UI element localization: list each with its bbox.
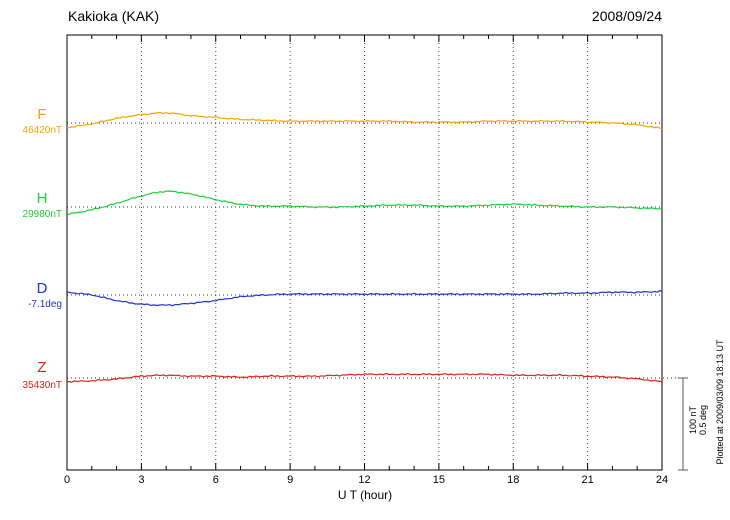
trace-baseline-H: 29980nT [22, 209, 62, 220]
trace-D [66, 290, 663, 307]
x-tick-label: 18 [507, 474, 520, 486]
trace-label-D: D [36, 280, 48, 297]
x-tick-label: 6 [212, 474, 219, 486]
scale-bar-label: 100 nT 0.5 deg [688, 405, 708, 435]
scale-deg-label: 0.5 deg [698, 404, 708, 436]
station-title: Kakioka (KAK) [68, 8, 160, 24]
trace-label-F: F [37, 106, 47, 123]
x-tick-label: 24 [655, 474, 669, 486]
trace-F [66, 111, 663, 130]
trace-label-H: H [36, 190, 48, 207]
trace-label-Z: Z [37, 359, 47, 376]
x-tick-label: 15 [432, 474, 445, 486]
trace-baseline-Z: 35430nT [22, 380, 62, 391]
x-tick-label: 3 [138, 474, 145, 486]
plot-date: 2008/09/24 [591, 8, 662, 24]
x-axis-label: U T (hour) [337, 488, 393, 502]
scale-nt-label: 100 nT [688, 405, 698, 435]
trace-baseline-F: 46420nT [22, 125, 62, 136]
x-tick-label: 12 [358, 474, 371, 486]
x-tick-label: 21 [581, 474, 594, 486]
x-tick-label: 9 [287, 474, 294, 486]
plotted-at-note: Plotted at 2009/03/09 18:13 UT [715, 339, 725, 465]
trace-Z [66, 372, 663, 383]
trace-baseline-D: -7.1deg [28, 299, 62, 310]
trace-H [66, 190, 663, 216]
x-tick-label: 0 [63, 474, 71, 486]
